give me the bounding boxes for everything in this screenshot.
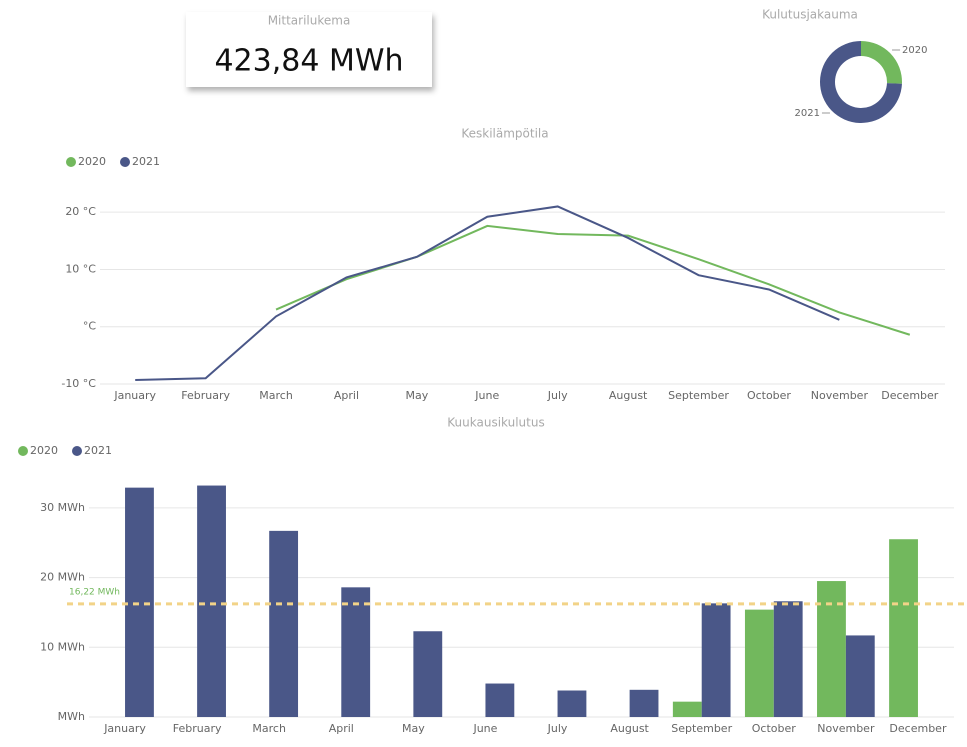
x-tick-label: May <box>402 722 425 735</box>
slice-label: 2021 <box>795 108 820 119</box>
x-tick-label: September <box>671 722 732 735</box>
card-box <box>186 12 432 87</box>
bar <box>672 701 702 717</box>
bar <box>629 689 659 717</box>
bar <box>341 587 371 717</box>
bar <box>845 635 875 717</box>
x-tick-label: February <box>173 722 222 735</box>
x-tick-label: January <box>103 722 146 735</box>
bar <box>889 539 918 717</box>
legend-label: 2020 <box>78 155 106 168</box>
bar <box>197 485 226 717</box>
legend-marker <box>72 446 82 456</box>
x-tick-label: April <box>329 722 354 735</box>
x-tick-label: October <box>747 389 791 402</box>
x-tick-label: November <box>811 389 869 402</box>
y-tick-label: 20 MWh <box>40 571 85 584</box>
x-tick-label: October <box>752 722 796 735</box>
chart-title: Keskilämpötila <box>461 127 548 141</box>
legend-label: 2020 <box>30 444 58 457</box>
donut-slice <box>861 41 902 84</box>
bar <box>125 487 154 717</box>
x-tick-label: August <box>610 722 649 735</box>
x-tick-label: June <box>472 722 497 735</box>
chart-title: Kulutusjakauma <box>762 8 858 22</box>
line-series <box>275 224 911 336</box>
x-tick-label: May <box>406 389 429 402</box>
chart-title: Kuukausikulutus <box>447 416 544 430</box>
bar <box>485 683 515 717</box>
x-tick-label: March <box>252 722 286 735</box>
x-tick-label: July <box>547 389 568 402</box>
legend-label: 2021 <box>132 155 160 168</box>
bar <box>817 581 846 717</box>
x-tick-label: January <box>113 389 156 402</box>
legend-marker <box>18 446 28 456</box>
reference-label: 16,22 MWh <box>69 587 120 597</box>
x-tick-label: July <box>547 722 568 735</box>
bar <box>701 603 731 717</box>
y-tick-label: 20 °C <box>65 205 96 218</box>
x-tick-label: December <box>889 722 947 735</box>
y-tick-label: 10 MWh <box>40 640 85 653</box>
bar <box>413 631 443 717</box>
bar <box>744 609 774 717</box>
bar <box>269 530 299 717</box>
x-tick-label: August <box>609 389 648 402</box>
y-tick-label: MWh <box>58 710 85 723</box>
x-tick-label: April <box>334 389 359 402</box>
x-tick-label: February <box>181 389 230 402</box>
x-tick-label: June <box>474 389 499 402</box>
y-tick-label: 10 °C <box>65 262 96 275</box>
slice-label: 2020 <box>902 45 927 56</box>
legend-marker <box>120 157 130 167</box>
x-tick-label: November <box>817 722 875 735</box>
y-tick-label: °C <box>83 320 97 333</box>
legend-marker <box>66 157 76 167</box>
y-tick-label: 30 MWh <box>40 501 85 514</box>
donut-slice <box>820 41 902 123</box>
x-tick-label: March <box>259 389 293 402</box>
x-tick-label: December <box>881 389 939 402</box>
y-tick-label: -10 °C <box>61 377 96 390</box>
bar <box>773 601 803 717</box>
card-title: Mittarilukema <box>268 14 351 28</box>
line-series <box>135 205 840 381</box>
bar <box>557 690 587 717</box>
card-value: 423,84 MWh <box>214 44 403 79</box>
x-tick-label: September <box>668 389 729 402</box>
legend-label: 2021 <box>84 444 112 457</box>
